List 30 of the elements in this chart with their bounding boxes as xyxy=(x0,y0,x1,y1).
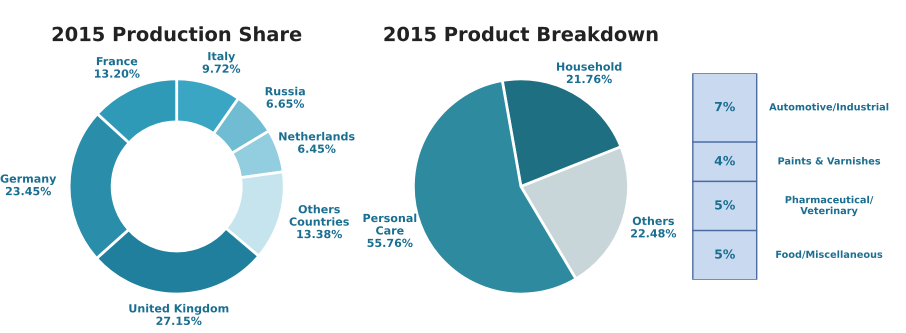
data-label: 6.65% xyxy=(266,99,304,108)
slice-label: Netherlands xyxy=(279,132,355,140)
data-label: 27.15% xyxy=(156,316,202,326)
slice-label: Personal Care xyxy=(364,214,416,235)
category-label: Paints & Varnishes xyxy=(778,157,880,165)
slice-label: Household xyxy=(556,62,622,71)
chart-title: 2015 Product Breakdown xyxy=(384,26,658,42)
chart-title: 2015 Production Share xyxy=(52,26,302,42)
data-label: 5% xyxy=(715,200,735,210)
slice-label: United Kingdom xyxy=(129,304,228,315)
category-label: Automotive/Industrial xyxy=(769,102,888,112)
slice-label: Russia xyxy=(266,86,305,96)
data-label: 7% xyxy=(714,102,735,112)
data-label: 21.76% xyxy=(566,74,612,84)
data-label: 5% xyxy=(715,249,735,259)
data-label: 6.45% xyxy=(298,144,336,153)
data-label: 23.45% xyxy=(6,186,51,196)
data-label: 55.76% xyxy=(368,238,413,248)
slice-label: Italy xyxy=(208,52,236,63)
slice-label: Others Countries xyxy=(290,204,349,226)
data-label: 9.72% xyxy=(202,64,240,73)
slice-label: Others xyxy=(632,216,674,226)
category-label: Food/Miscellaneous xyxy=(776,250,882,259)
category-label: Pharmaceutical/ Veterinary xyxy=(786,196,874,216)
data-label: 4% xyxy=(714,156,735,166)
data-label: 13.20% xyxy=(94,69,140,78)
data-label: 13.38% xyxy=(297,230,342,238)
slice-label: France xyxy=(96,57,138,66)
slice-label: Germany xyxy=(0,174,56,186)
data-label: 22.48% xyxy=(631,229,676,238)
